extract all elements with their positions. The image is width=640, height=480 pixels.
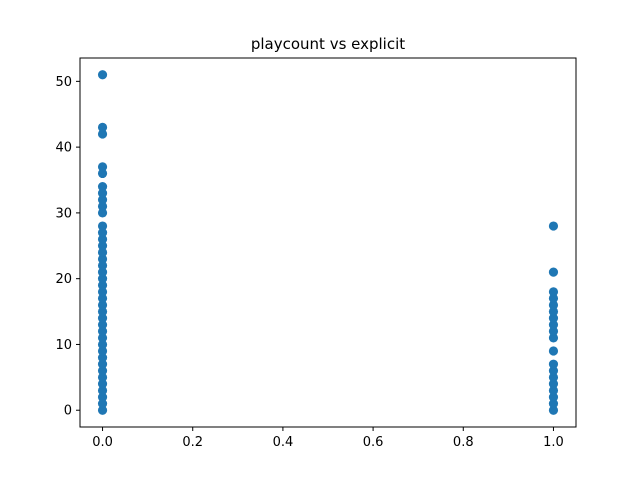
data-point — [97, 385, 108, 396]
y-tick-label: 0 — [64, 404, 72, 419]
data-point — [97, 201, 108, 211]
data-point — [548, 372, 559, 382]
data-point — [97, 339, 108, 350]
data-point — [97, 241, 108, 251]
data-point — [97, 267, 108, 277]
data-point — [548, 293, 559, 304]
data-point — [97, 359, 108, 369]
data-point — [97, 372, 108, 382]
y-tick-label: 30 — [55, 206, 72, 221]
data-point — [97, 188, 108, 198]
data-point — [97, 320, 108, 330]
data-point — [97, 122, 108, 132]
data-point — [97, 405, 108, 415]
y-tick-label: 10 — [55, 338, 72, 353]
data-point — [97, 399, 108, 409]
data-point — [97, 181, 108, 192]
data-point — [548, 385, 559, 396]
data-point — [548, 399, 559, 409]
data-point — [548, 267, 559, 277]
data-point — [97, 208, 108, 218]
data-point — [548, 287, 559, 297]
x-tick-label: 0.2 — [182, 435, 203, 450]
data-point — [97, 346, 108, 356]
data-point — [548, 313, 559, 323]
data-point — [548, 346, 559, 356]
data-points — [97, 70, 559, 415]
data-point — [548, 405, 559, 415]
data-point — [548, 366, 559, 376]
data-point — [97, 287, 108, 297]
data-point — [548, 326, 559, 336]
data-point — [97, 274, 108, 284]
data-point — [97, 162, 108, 172]
data-point — [548, 379, 559, 389]
data-point — [97, 366, 108, 376]
data-point — [97, 300, 108, 310]
x-tick-label: 1.0 — [543, 435, 564, 450]
chart-title: playcount vs explicit — [251, 35, 405, 53]
data-point — [548, 392, 559, 402]
data-point — [97, 306, 108, 317]
data-point — [548, 300, 559, 310]
x-tick-label: 0.4 — [273, 435, 294, 450]
plot-area-frame — [79, 57, 577, 428]
data-point — [548, 333, 559, 343]
data-point — [97, 70, 108, 80]
y-tick-label: 20 — [55, 272, 72, 287]
data-point — [97, 254, 108, 264]
x-tick-label: 0.8 — [453, 435, 474, 450]
x-axis: 0.0 0.2 0.4 0.6 0.8 1.0 — [92, 427, 564, 450]
data-point — [97, 333, 108, 343]
data-point — [97, 168, 108, 179]
x-tick-label: 0.0 — [92, 435, 113, 450]
data-point — [548, 359, 559, 369]
data-point — [97, 353, 108, 363]
data-point — [97, 129, 108, 139]
x-tick-label: 0.6 — [363, 435, 384, 450]
data-point — [548, 221, 559, 231]
data-point — [97, 228, 108, 238]
data-point — [97, 195, 108, 205]
y-tick-label: 50 — [55, 75, 72, 90]
data-point — [97, 221, 108, 231]
data-point — [97, 234, 108, 244]
y-axis: 0 10 20 30 40 50 — [55, 75, 80, 419]
data-point — [97, 326, 108, 336]
data-point — [97, 280, 108, 290]
data-point — [97, 247, 108, 257]
data-point — [548, 306, 559, 317]
data-point — [548, 320, 559, 330]
data-point — [97, 293, 108, 304]
data-point — [97, 260, 108, 271]
data-point — [97, 379, 108, 389]
data-point — [97, 392, 108, 402]
y-tick-label: 40 — [55, 141, 72, 156]
data-point — [97, 313, 108, 323]
